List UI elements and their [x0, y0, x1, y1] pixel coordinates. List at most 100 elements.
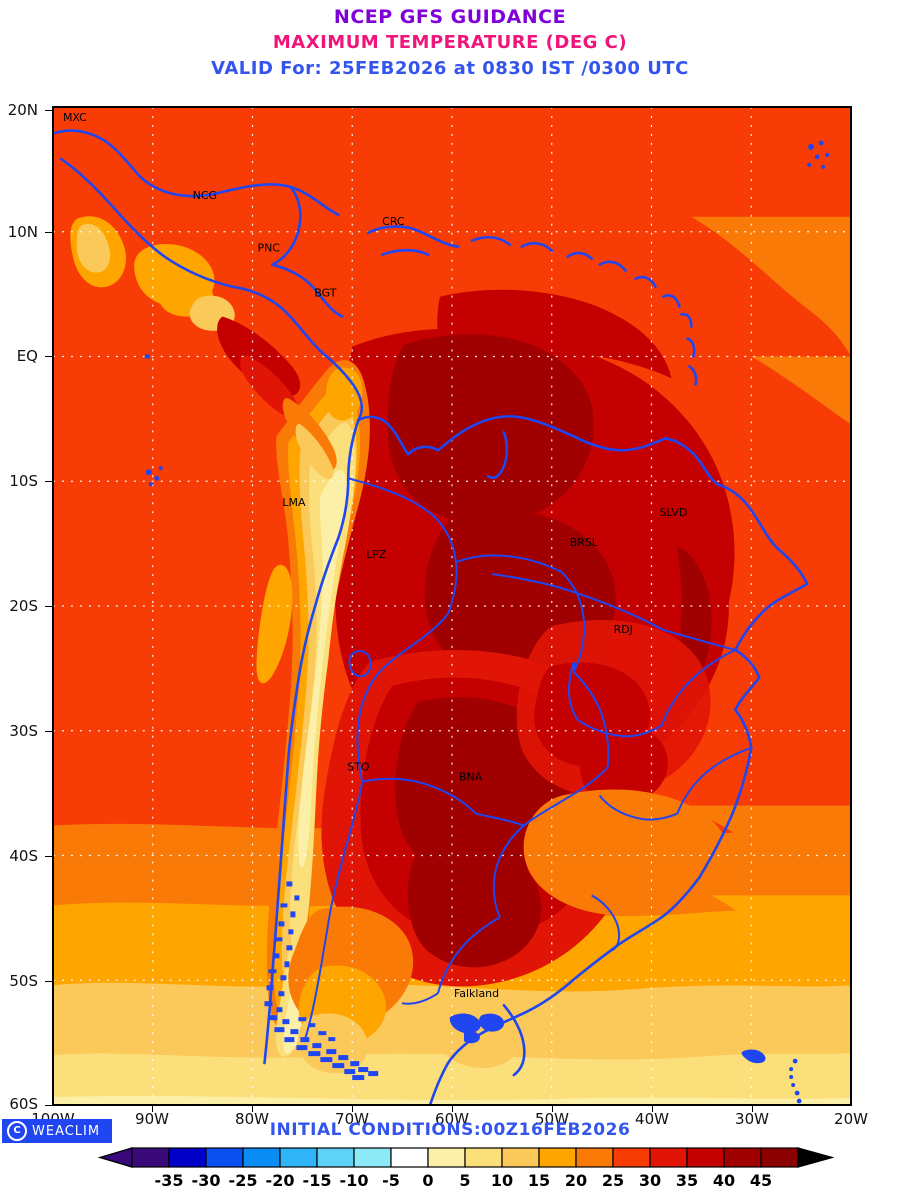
colorbar-tick-labels: -35 -30 -25 -20 -15 -10 -5 0 5 10 15 20 25 30 35 40 45	[155, 1171, 773, 1190]
colorbar-tick-10: 10	[491, 1171, 513, 1190]
temperature-field: MXC NCG PNC BGT CRC LMA LPZ BRSL SLVD RD…	[53, 107, 851, 1105]
city-label-RDJ: RDJ	[614, 623, 633, 636]
ytick-60S: 60S	[9, 1095, 38, 1113]
colorbar-tick--25: -25	[229, 1171, 258, 1190]
city-label-BNA: BNA	[459, 771, 483, 784]
fjord-speckle	[264, 881, 379, 1081]
xtick-mark-70W	[352, 1106, 353, 1112]
ytick-mark-20N	[45, 110, 52, 111]
xtick-30W: 30W	[735, 1110, 769, 1128]
title-block: NCEP GFS GUIDANCE MAXIMUM TEMPERATURE (D…	[0, 6, 900, 79]
ytick-30S: 30S	[9, 722, 38, 740]
colorbar-bin	[464, 1147, 503, 1168]
colorbar[interactable]: -35 -30 -25 -20 -15 -10 -5 0 5 10 15 20 25 30 35 40 45	[0, 1143, 900, 1198]
colorbar-bin	[279, 1147, 318, 1168]
ytick-mark-40S	[45, 856, 52, 857]
colorbar-tick--5: -5	[382, 1171, 400, 1190]
city-label-NCG: NCG	[193, 189, 217, 202]
colorbar-tick--30: -30	[192, 1171, 221, 1190]
city-label-Falkland: Falkland	[454, 987, 499, 1000]
xtick-80W: 80W	[235, 1110, 269, 1128]
copyright-icon: C	[7, 1121, 27, 1141]
colorbar-over-arrow	[797, 1147, 835, 1168]
city-label-layer: MXC NCG PNC BGT CRC LMA LPZ BRSL SLVD RD…	[63, 111, 687, 1000]
city-label-BRSL: BRSL	[570, 536, 599, 549]
xtick-mark-30W	[752, 1106, 753, 1112]
colorbar-svg: -35 -30 -25 -20 -15 -10 -5 0 5 10 15 20 25 30 35 40 45	[97, 1147, 835, 1190]
colorbar-bin	[649, 1147, 688, 1168]
ytick-mark-60S	[45, 1105, 52, 1106]
city-label-LMA: LMA	[282, 496, 306, 509]
xtick-60W: 60W	[435, 1110, 469, 1128]
ytick-mark-50S	[45, 981, 52, 982]
colorbar-tick-30: 30	[639, 1171, 661, 1190]
colorbar-bin	[316, 1147, 355, 1168]
colorbar-tick-45: 45	[750, 1171, 772, 1190]
colorbar-tick--20: -20	[266, 1171, 295, 1190]
city-label-STO: STO	[347, 761, 370, 774]
weaclim-logo[interactable]: C WEACLIM	[2, 1119, 112, 1143]
colorbar-bin	[205, 1147, 244, 1168]
city-label-BGT: BGT	[314, 287, 336, 300]
colorbar-bin	[353, 1147, 392, 1168]
page-title: NCEP GFS GUIDANCE	[333, 6, 567, 28]
xtick-mark-90W	[152, 1106, 153, 1112]
city-label-CRC: CRC	[382, 215, 405, 228]
ytick-mark-20S	[45, 606, 52, 607]
ytick-mark-EQ	[45, 356, 52, 357]
ytick-10S: 10S	[9, 472, 38, 490]
colorbar-bin	[723, 1147, 762, 1168]
initial-conditions-label: INITIAL CONDITIONS:00Z16FEB2026	[269, 1120, 631, 1140]
ytick-mark-10N	[45, 232, 52, 233]
colorbar-tick-20: 20	[565, 1171, 587, 1190]
colorbar-under-arrow	[97, 1147, 133, 1168]
falkland-islands	[449, 1013, 505, 1044]
colorbar-bin	[242, 1147, 281, 1168]
city-label-PNC: PNC	[257, 242, 280, 255]
colorbar-tick-0: 0	[422, 1171, 433, 1190]
xtick-mark-80W	[252, 1106, 253, 1112]
ytick-50S: 50S	[9, 972, 38, 990]
colorbar-tick-40: 40	[713, 1171, 735, 1190]
xtick-20W: 20W	[834, 1110, 868, 1128]
ytick-10N: 10N	[7, 223, 38, 241]
product-subtitle: MAXIMUM TEMPERATURE (DEG C)	[272, 32, 628, 53]
colorbar-tick--10: -10	[340, 1171, 369, 1190]
colorbar-bin	[686, 1147, 725, 1168]
colorbar-bins	[97, 1147, 835, 1168]
colorbar-tick--35: -35	[155, 1171, 184, 1190]
ytick-40S: 40S	[9, 847, 38, 865]
ytick-mark-30S	[45, 731, 52, 732]
colorbar-bin	[390, 1147, 429, 1168]
city-label-LPZ: LPZ	[366, 548, 387, 561]
south-atlantic-islands	[741, 1049, 802, 1104]
colorbar-bin	[612, 1147, 651, 1168]
ytick-mark-10S	[45, 481, 52, 482]
xtick-mark-50W	[552, 1106, 553, 1112]
colorbar-tick-15: 15	[528, 1171, 550, 1190]
weaclim-logo-text: WEACLIM	[32, 1123, 101, 1139]
colorbar-tick-5: 5	[459, 1171, 470, 1190]
country-borders	[303, 477, 752, 1042]
colorbar-bin	[538, 1147, 577, 1168]
ytick-EQ: EQ	[16, 347, 38, 365]
map-plot-area[interactable]: MXC NCG PNC BGT CRC LMA LPZ BRSL SLVD RD…	[52, 106, 852, 1106]
colorbar-bin	[575, 1147, 614, 1168]
pacific-islands	[144, 354, 163, 487]
coastline-layer	[53, 129, 809, 1105]
colorbar-bin	[427, 1147, 466, 1168]
xtick-mark-60W	[452, 1106, 453, 1112]
xtick-mark-40W	[652, 1106, 653, 1112]
colorbar-bin	[131, 1147, 170, 1168]
map-gridlines	[53, 107, 851, 1105]
xtick-90W: 90W	[135, 1110, 169, 1128]
colorbar-tick-25: 25	[602, 1171, 624, 1190]
xtick-50W: 50W	[535, 1110, 569, 1128]
city-label-SLVD: SLVD	[659, 506, 687, 519]
atlantic-islands	[807, 140, 830, 169]
colorbar-bin	[168, 1147, 207, 1168]
xtick-40W: 40W	[635, 1110, 669, 1128]
colorbar-bin	[501, 1147, 540, 1168]
ytick-20S: 20S	[9, 597, 38, 615]
